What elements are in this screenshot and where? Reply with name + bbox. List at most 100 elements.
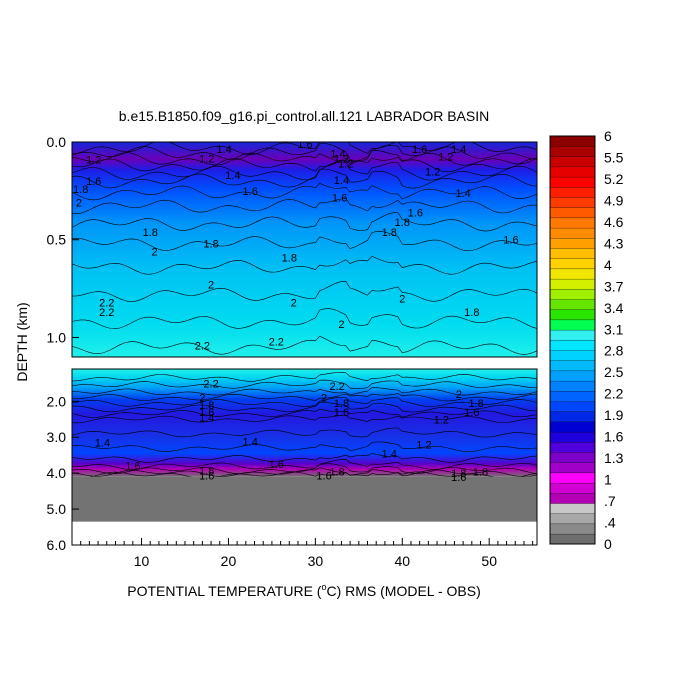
colorbar-labels: 0 .4 .7 1 1.3 1.6 1.9 2.2 2.5 2.8 3.1 3.4 3.7 4 4.3 4.6… (604, 128, 624, 552)
colorbar-label: 0 (604, 536, 612, 552)
upper-y-axis: 0.0 0.5 1.0 (47, 134, 79, 345)
upper-panel: 1.61.4 1.4 1.6 1.41.2 1.21.2 1.21.21.21.4 1.41… (47, 134, 538, 358)
x-tick-label: 40 (394, 553, 410, 569)
colorbar-label: 3.4 (604, 300, 624, 316)
contour-line (72, 402, 537, 413)
contour-line (72, 379, 537, 390)
colorbar-swatch (549, 360, 596, 372)
contour-line (72, 255, 537, 275)
upper-panel-frame (71, 141, 538, 358)
contour-line (72, 397, 537, 407)
contour-label: 2 (456, 389, 462, 401)
contour-line (72, 280, 537, 302)
contour-label: 1.6 (269, 459, 284, 471)
contour-line (72, 168, 537, 189)
contour-line (72, 471, 537, 480)
colorbar-label: 2.2 (604, 386, 624, 402)
colorbar-frame (549, 135, 596, 545)
contour-label: 1.2 (334, 154, 349, 166)
colorbar-swatch (549, 441, 596, 453)
contour-line (72, 198, 537, 215)
contour-label: 1.6 (503, 235, 518, 247)
lower-contour-labels: 2.2 2.22 2 21.8 1.8 1.81.6 1.6 1.61.4 1.21.4 1.4 1… (95, 378, 488, 483)
contour-line (72, 161, 537, 181)
y-tick-label: 6.0 (47, 537, 67, 553)
colorbar-swatch (549, 452, 596, 463)
contour-line (72, 231, 537, 252)
colorbar-label: 2.8 (604, 343, 624, 359)
colorbar-label: 5.2 (604, 171, 624, 187)
contour-label: 1.4 (216, 144, 231, 156)
x-tick-label: 30 (308, 553, 324, 569)
colorbar-swatch (549, 390, 596, 402)
contour-label: 1.2 (86, 155, 101, 167)
colorbar-label: 1.3 (604, 450, 624, 466)
contour-line (72, 393, 537, 402)
contour-line (72, 408, 537, 418)
contour-line (72, 308, 537, 330)
contour-line (72, 372, 537, 382)
contour-line (72, 150, 537, 166)
contour-label: 2.2 (203, 378, 218, 390)
colorbar-swatch (549, 339, 596, 351)
contour-label: 1.6 (243, 186, 258, 198)
contour-label: 1.6 (412, 144, 427, 156)
lower-panel: 2.2 2.22 2 21.8 1.8 1.81.6 1.6 1.61.4 1.21.4 1.4 1… (47, 368, 538, 569)
contour-label: 1.8 (282, 252, 297, 264)
contour-line (72, 335, 537, 355)
y-tick-label: 1.0 (47, 329, 67, 345)
colorbar-label: 1.9 (604, 407, 624, 423)
y-axis-label: DEPTH (km) (14, 302, 30, 381)
colorbar-label: 3.7 (604, 278, 624, 294)
contour-label: 2 (208, 280, 214, 292)
x-tick-label: 10 (134, 553, 150, 569)
contour-label: 1.6 (408, 207, 423, 219)
contour-label: 1.2 (438, 152, 453, 164)
contour-label: 1.4 (225, 170, 240, 182)
ocean-floor-mask (72, 476, 537, 522)
y-tick-label: 0.5 (47, 232, 67, 248)
contour-line (72, 143, 537, 162)
x-tick-label: 50 (481, 553, 497, 569)
contour-label: 2 (291, 297, 297, 309)
colorbar-swatch (549, 288, 596, 300)
contour-label: 1.4 (199, 412, 214, 424)
lower-contours (72, 372, 537, 480)
contour-line (72, 156, 537, 173)
colorbar-label: 1.6 (604, 429, 624, 445)
x-axis: 10 20 30 40 50 (71, 538, 534, 569)
contour-line (72, 453, 537, 463)
colorbar-swatch (549, 135, 596, 147)
contour-label: 2.2 (99, 297, 114, 309)
colorbar-swatch (549, 186, 596, 198)
colorbar-swatch (549, 197, 596, 208)
contour-label: 1.6 (334, 407, 349, 419)
colorbar-swatch (549, 421, 596, 433)
colorbar-swatch (549, 503, 596, 514)
contour-line (72, 142, 537, 156)
colorbar-label: .7 (604, 493, 616, 509)
colorbar-swatch (549, 227, 596, 239)
x-axis-label-degree: o (321, 582, 326, 592)
contour-label: 2.2 (99, 307, 114, 319)
contour-label: 1.6 (86, 176, 101, 188)
y-tick-label: 5.0 (47, 501, 67, 517)
colorbar-swatch (549, 207, 596, 219)
colorbar-label: 4.9 (604, 192, 624, 208)
x-tick-label: 20 (221, 553, 237, 569)
contour-label: 1.8 (451, 468, 466, 480)
contour-label: 1.8 (395, 217, 410, 229)
contour-label: 1.4 (243, 437, 258, 449)
colorbar-swatch (549, 462, 596, 474)
contour-label: 1.2 (434, 414, 449, 426)
colorbar-swatch (549, 329, 596, 341)
colorbar-label: 4.3 (604, 235, 624, 251)
contour-label: 1.8 (382, 227, 397, 239)
contour-label: 1.6 (316, 470, 331, 482)
colorbar-swatch (549, 319, 596, 331)
y-tick-label: 0.0 (47, 134, 67, 150)
contour-label: 1.2 (199, 154, 214, 166)
contour-label: 1.4 (95, 438, 110, 450)
contour-label: 1.6 (199, 407, 214, 419)
